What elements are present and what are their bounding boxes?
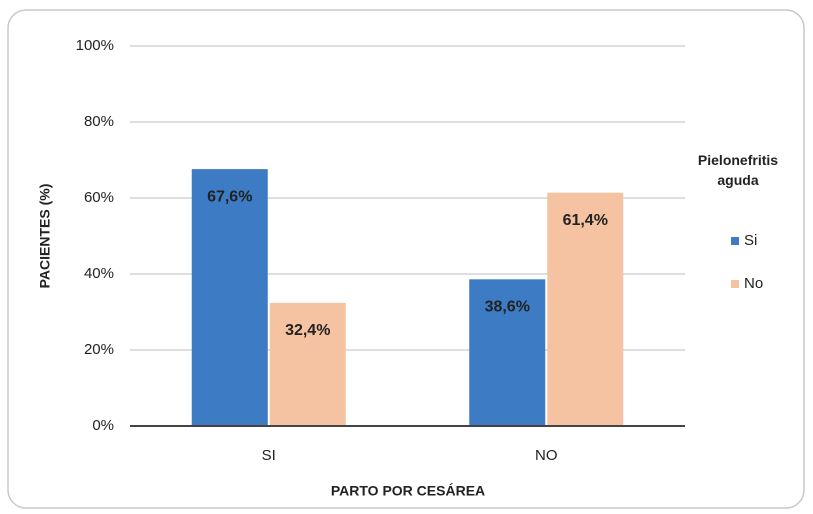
bar: [269, 302, 346, 426]
data-label: 61,4%: [563, 212, 608, 229]
legend-swatch: [731, 237, 739, 245]
x-tick-label: SI: [262, 447, 276, 464]
x-tick-label: NO: [535, 447, 558, 464]
y-tick-label: 100%: [76, 37, 114, 54]
y-axis-title: PACIENTES (%): [37, 184, 53, 289]
y-tick-label: 0%: [92, 417, 114, 434]
y-tick-label: 20%: [84, 341, 114, 358]
y-tick-label: 40%: [84, 265, 114, 282]
data-label: 38,6%: [485, 299, 530, 316]
bar: [547, 192, 624, 426]
bar: [191, 169, 268, 426]
chart-frame: [7, 9, 805, 509]
legend-swatch: [731, 280, 739, 288]
bar: [469, 279, 546, 426]
legend-label: Si: [744, 232, 757, 249]
x-axis-title: PARTO POR CESÁREA: [331, 483, 485, 499]
legend-label: No: [744, 275, 763, 292]
y-tick-label: 60%: [84, 189, 114, 206]
data-label: 32,4%: [285, 322, 330, 339]
y-tick-label: 80%: [84, 113, 114, 130]
data-label: 67,6%: [207, 188, 252, 205]
legend-title: Pielonefritis aguda: [697, 152, 779, 188]
